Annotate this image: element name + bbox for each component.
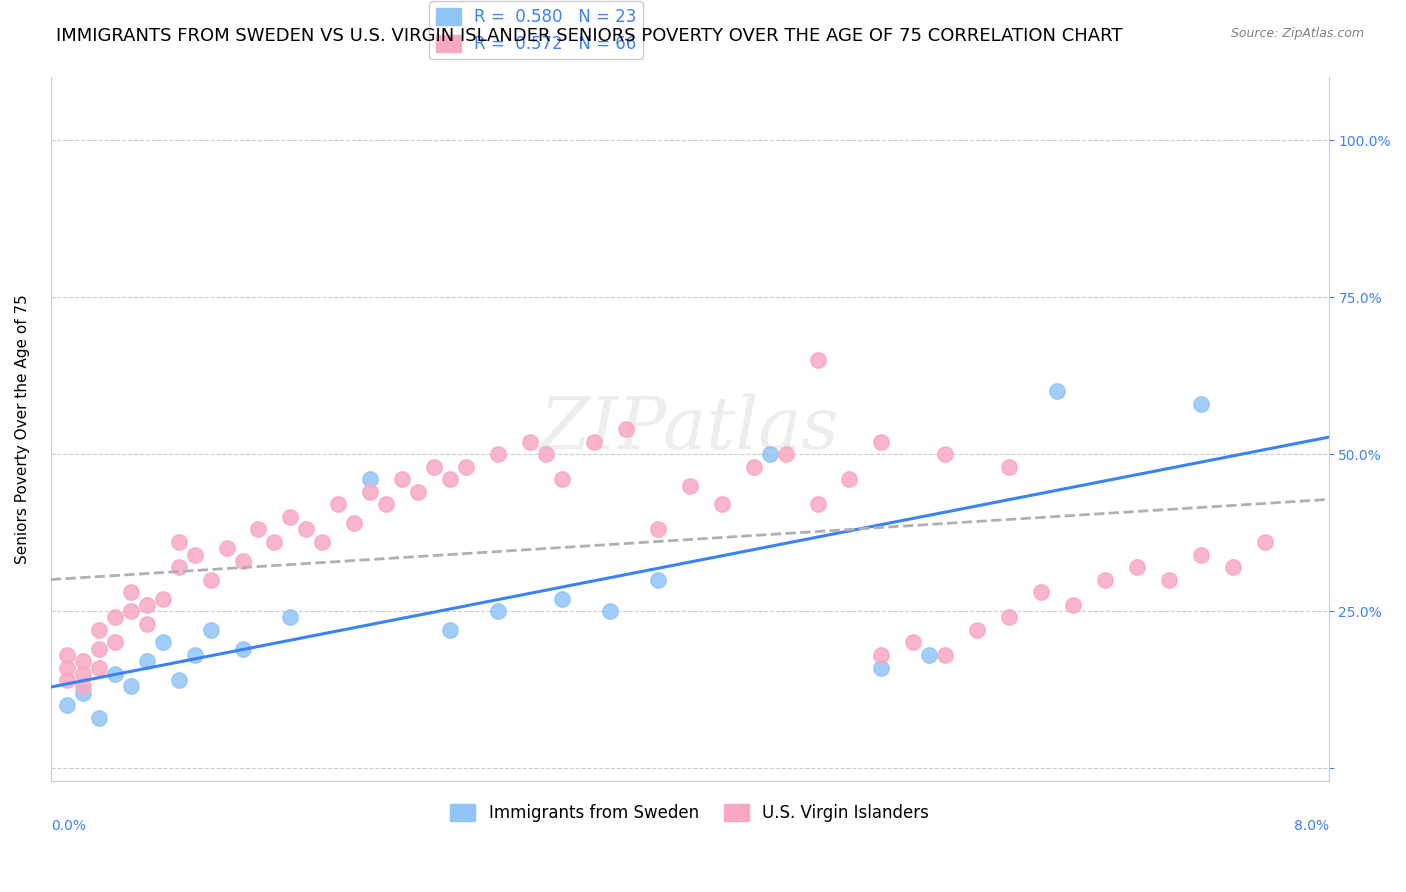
- Point: [1189, 397, 1212, 411]
- Point: [104, 635, 127, 649]
- Point: [534, 447, 557, 461]
- Point: [742, 459, 765, 474]
- Point: [135, 616, 157, 631]
- Point: [551, 472, 574, 486]
- Point: [200, 573, 222, 587]
- Point: [359, 484, 381, 499]
- Text: 8.0%: 8.0%: [1294, 819, 1329, 833]
- Point: [1222, 560, 1244, 574]
- Point: [87, 711, 110, 725]
- Point: [343, 516, 366, 531]
- Point: [359, 472, 381, 486]
- Point: [120, 680, 142, 694]
- Point: [934, 648, 956, 662]
- Point: [72, 654, 94, 668]
- Point: [806, 353, 828, 368]
- Point: [599, 604, 621, 618]
- Point: [87, 660, 110, 674]
- Point: [423, 459, 446, 474]
- Point: [918, 648, 941, 662]
- Point: [1062, 598, 1084, 612]
- Point: [1254, 535, 1277, 549]
- Point: [56, 648, 79, 662]
- Point: [966, 623, 988, 637]
- Point: [104, 610, 127, 624]
- Point: [56, 698, 79, 713]
- Point: [167, 560, 190, 574]
- Point: [903, 635, 925, 649]
- Point: [758, 447, 780, 461]
- Point: [167, 673, 190, 688]
- Point: [1046, 384, 1069, 399]
- Point: [439, 623, 461, 637]
- Point: [806, 497, 828, 511]
- Text: Source: ZipAtlas.com: Source: ZipAtlas.com: [1230, 27, 1364, 40]
- Point: [775, 447, 797, 461]
- Point: [647, 523, 669, 537]
- Point: [838, 472, 860, 486]
- Point: [183, 648, 205, 662]
- Point: [486, 604, 509, 618]
- Point: [1157, 573, 1180, 587]
- Point: [439, 472, 461, 486]
- Text: 0.0%: 0.0%: [51, 819, 86, 833]
- Point: [295, 523, 318, 537]
- Point: [1031, 585, 1053, 599]
- Point: [120, 585, 142, 599]
- Point: [582, 434, 605, 449]
- Legend: Immigrants from Sweden, U.S. Virgin Islanders: Immigrants from Sweden, U.S. Virgin Isla…: [444, 797, 936, 829]
- Point: [152, 635, 174, 649]
- Point: [375, 497, 398, 511]
- Point: [870, 434, 893, 449]
- Y-axis label: Seniors Poverty Over the Age of 75: Seniors Poverty Over the Age of 75: [15, 294, 30, 564]
- Point: [72, 680, 94, 694]
- Point: [135, 654, 157, 668]
- Point: [87, 623, 110, 637]
- Point: [200, 623, 222, 637]
- Point: [456, 459, 478, 474]
- Text: IMMIGRANTS FROM SWEDEN VS U.S. VIRGIN ISLANDER SENIORS POVERTY OVER THE AGE OF 7: IMMIGRANTS FROM SWEDEN VS U.S. VIRGIN IS…: [56, 27, 1123, 45]
- Point: [87, 641, 110, 656]
- Point: [870, 648, 893, 662]
- Point: [280, 510, 302, 524]
- Point: [215, 541, 238, 556]
- Point: [710, 497, 733, 511]
- Point: [56, 673, 79, 688]
- Point: [167, 535, 190, 549]
- Point: [934, 447, 956, 461]
- Point: [1094, 573, 1116, 587]
- Point: [120, 604, 142, 618]
- Point: [1189, 548, 1212, 562]
- Point: [56, 660, 79, 674]
- Point: [183, 548, 205, 562]
- Point: [614, 422, 637, 436]
- Point: [998, 459, 1021, 474]
- Point: [486, 447, 509, 461]
- Point: [391, 472, 413, 486]
- Point: [72, 666, 94, 681]
- Point: [72, 686, 94, 700]
- Point: [152, 591, 174, 606]
- Point: [870, 660, 893, 674]
- Point: [328, 497, 350, 511]
- Point: [231, 641, 253, 656]
- Point: [1126, 560, 1149, 574]
- Point: [406, 484, 429, 499]
- Point: [551, 591, 574, 606]
- Point: [519, 434, 541, 449]
- Point: [104, 666, 127, 681]
- Point: [247, 523, 270, 537]
- Point: [263, 535, 285, 549]
- Point: [135, 598, 157, 612]
- Point: [647, 573, 669, 587]
- Point: [998, 610, 1021, 624]
- Point: [311, 535, 333, 549]
- Point: [280, 610, 302, 624]
- Text: ZIPatlas: ZIPatlas: [540, 393, 839, 465]
- Point: [679, 478, 702, 492]
- Point: [231, 554, 253, 568]
